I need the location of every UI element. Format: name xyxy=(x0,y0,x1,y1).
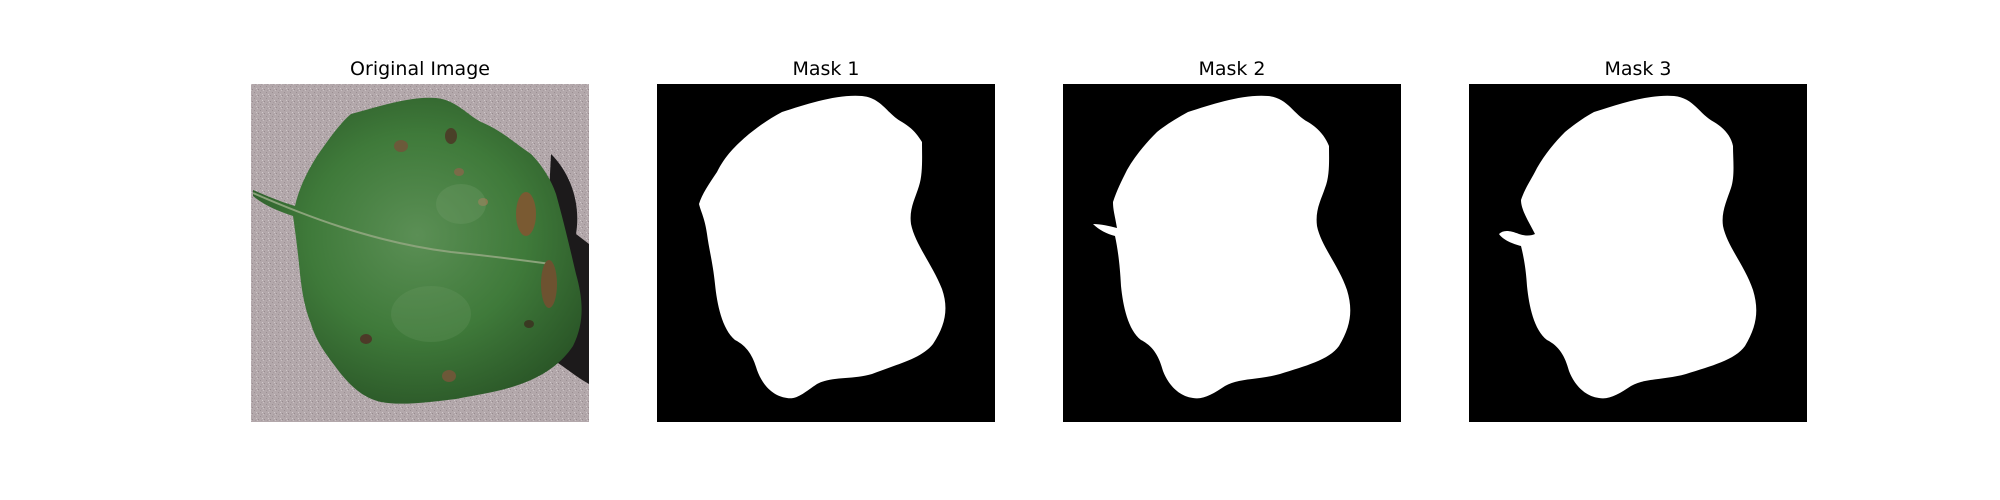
panel-title: Mask 1 xyxy=(792,58,860,80)
panel-original: Original Image xyxy=(251,56,589,422)
leaf-mask-icon xyxy=(1063,84,1401,422)
panel-mask-3: Mask 3 xyxy=(1469,56,1807,422)
panel-mask-1: Mask 1 xyxy=(657,56,995,422)
leaf-photo-icon xyxy=(251,84,589,422)
panel-title: Mask 2 xyxy=(1198,58,1266,80)
panel-title: Original Image xyxy=(350,58,490,80)
panel-title: Mask 3 xyxy=(1604,58,1672,80)
leaf-mask-icon xyxy=(1469,84,1807,422)
panel-mask-2: Mask 2 xyxy=(1063,56,1401,422)
leaf-mask-icon xyxy=(657,84,995,422)
